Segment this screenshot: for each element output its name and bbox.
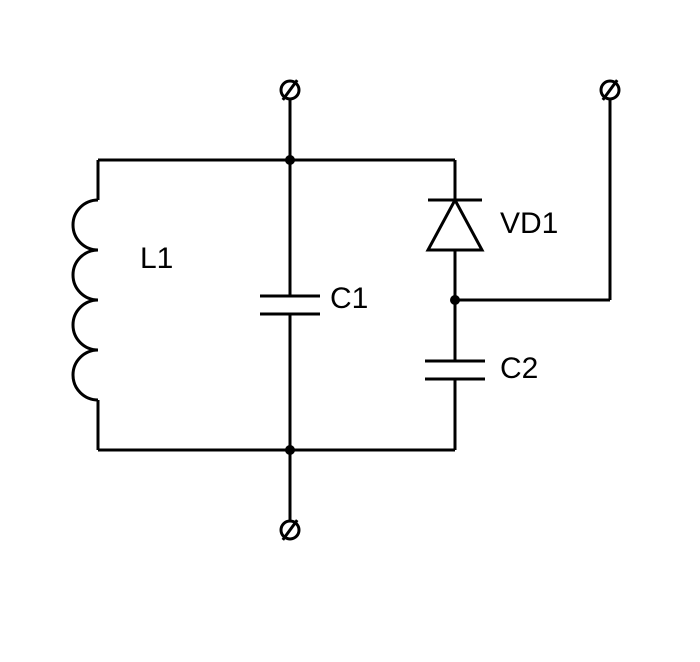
label-VD1: VD1 [500, 207, 558, 240]
label-C2: C2 [500, 352, 538, 385]
label-L1: L1 [140, 242, 173, 275]
inductor-L1 [73, 200, 98, 400]
circuit-diagram: L1 C1 VD1 C2 [0, 0, 700, 662]
label-C1: C1 [330, 282, 368, 315]
diode-VD1 [428, 200, 482, 250]
capacitor-C2 [425, 361, 485, 379]
capacitor-C1 [260, 296, 320, 314]
